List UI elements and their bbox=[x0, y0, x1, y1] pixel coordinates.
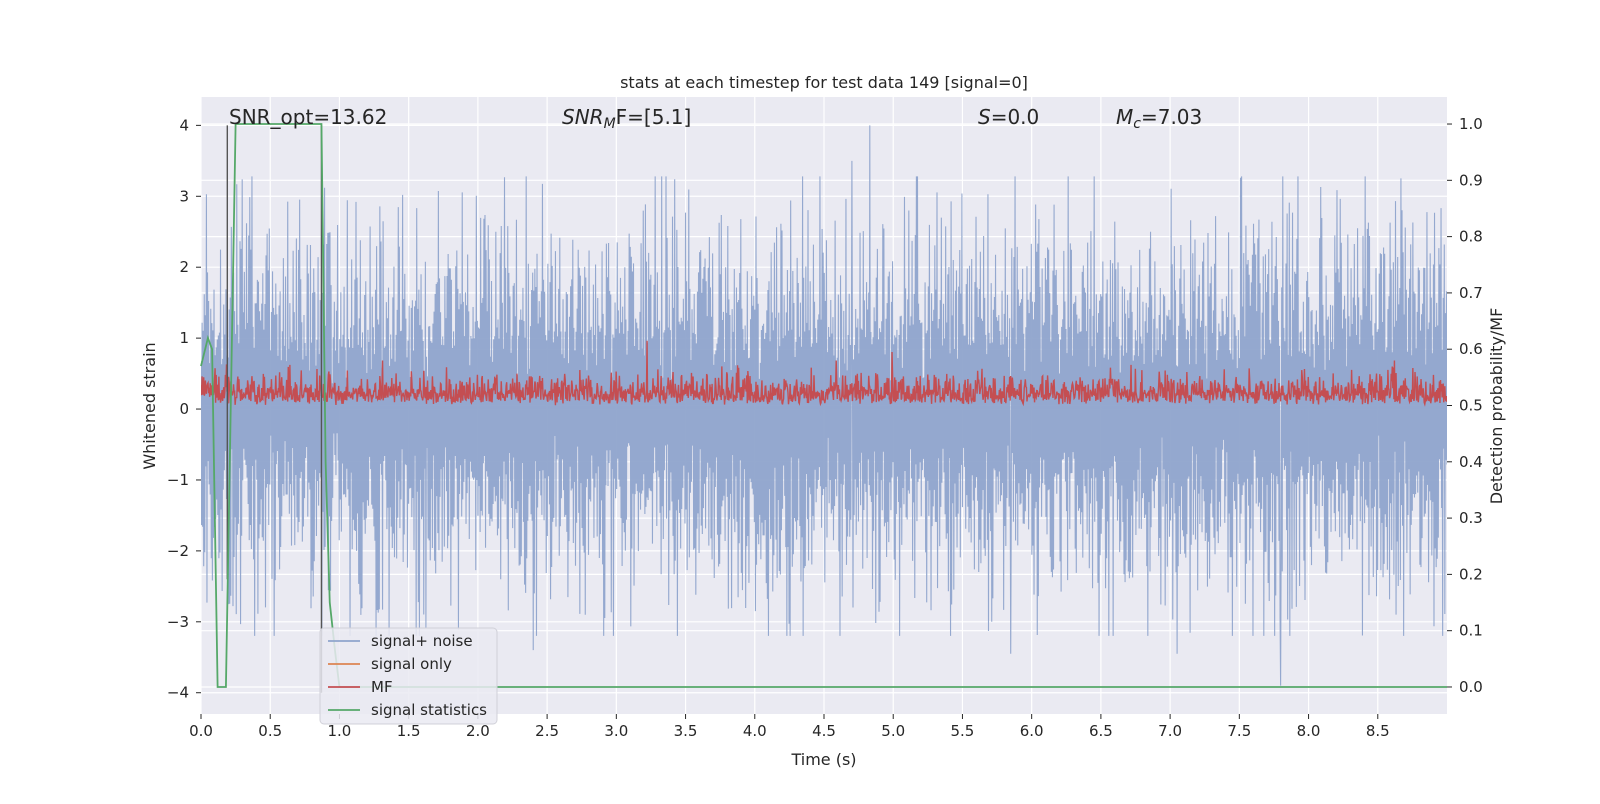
y-right-tick-label-5: 0.5 bbox=[1459, 397, 1483, 415]
x-tick-label-10: 5.0 bbox=[881, 722, 905, 740]
annotation-snr-mf-rest: F=[5.1] bbox=[616, 105, 692, 129]
legend: signal+ noise signal only MF signal statist… bbox=[319, 627, 498, 725]
annotation-snr-mf-sub: M bbox=[604, 116, 616, 132]
legend-label-1: signal only bbox=[371, 655, 452, 673]
x-tick-label-12: 6.0 bbox=[1020, 722, 1044, 740]
y-right-axis-label: Detection probability/MF bbox=[1487, 308, 1506, 505]
y-right-tick-label-2: 0.2 bbox=[1459, 565, 1483, 583]
y-left-axis-label: Whitened strain bbox=[140, 342, 159, 469]
line-mf bbox=[201, 340, 1447, 407]
y-right-tick-label-10: 1.0 bbox=[1459, 115, 1483, 133]
chart-title: stats at each timestep for test data 149… bbox=[620, 73, 1028, 92]
x-tick-label-11: 5.5 bbox=[951, 722, 975, 740]
y-right-tick-label-4: 0.4 bbox=[1459, 453, 1483, 471]
y-right-tick-label-1: 0.1 bbox=[1459, 622, 1483, 640]
annotation-snr-mf-base: SNR bbox=[562, 105, 604, 129]
annotation-snr-mf: SNRMF=[5.1] bbox=[562, 105, 691, 132]
y-left-tick-label-2: −2 bbox=[167, 542, 189, 560]
y-left-tick-label-7: 3 bbox=[179, 187, 189, 205]
series-signal-noise bbox=[201, 125, 1447, 686]
line-signal-noise bbox=[201, 125, 1447, 686]
y-right-tick-label-9: 0.9 bbox=[1459, 171, 1483, 189]
y-left-axis-ticks: −4 −3 −2 −1 0 1 2 3 4 bbox=[167, 116, 201, 702]
x-tick-label-15: 7.5 bbox=[1227, 722, 1251, 740]
y-left-tick-label-1: −3 bbox=[167, 613, 189, 631]
annotation-s: S=0.0 bbox=[978, 105, 1039, 129]
x-tick-label-17: 8.5 bbox=[1366, 722, 1390, 740]
y-left-tick-label-4: 0 bbox=[179, 400, 189, 418]
y-left-tick-label-8: 4 bbox=[179, 116, 189, 134]
legend-label-2: MF bbox=[371, 678, 393, 696]
x-tick-label-1: 0.5 bbox=[258, 722, 282, 740]
x-tick-label-13: 6.5 bbox=[1089, 722, 1113, 740]
x-tick-label-16: 8.0 bbox=[1297, 722, 1321, 740]
x-tick-label-5: 2.5 bbox=[535, 722, 559, 740]
y-left-tick-label-6: 2 bbox=[179, 258, 189, 276]
annotation-snr-opt: SNR_opt=13.62 bbox=[229, 105, 387, 129]
x-tick-label-0: 0.0 bbox=[189, 722, 213, 740]
x-axis-ticks: 0.0 0.5 1.0 1.5 2.0 2.5 3.0 3.5 4.0 4.5 5.0 5.5 6.0 6… bbox=[189, 714, 1390, 740]
x-tick-label-7: 3.5 bbox=[674, 722, 698, 740]
x-tick-label-9: 4.5 bbox=[812, 722, 836, 740]
y-right-tick-label-6: 0.6 bbox=[1459, 340, 1483, 358]
y-right-tick-label-3: 0.3 bbox=[1459, 509, 1483, 527]
y-left-tick-label-3: −1 bbox=[167, 471, 189, 489]
legend-box bbox=[319, 627, 498, 725]
legend-label-3: signal statistics bbox=[371, 701, 487, 719]
x-tick-label-8: 4.0 bbox=[743, 722, 767, 740]
x-tick-label-14: 7.0 bbox=[1158, 722, 1182, 740]
annotation-mc: Mc=7.03 bbox=[1116, 105, 1202, 132]
y-left-tick-label-5: 1 bbox=[179, 329, 189, 347]
y-right-axis-ticks: 0.0 0.1 0.2 0.3 0.4 0.5 0.6 0.7 0.8 0.9 1.0 bbox=[1447, 115, 1483, 696]
y-right-tick-label-7: 0.7 bbox=[1459, 284, 1483, 302]
series-mf bbox=[201, 340, 1447, 407]
x-tick-label-2: 1.0 bbox=[328, 722, 352, 740]
y-right-tick-label-0: 0.0 bbox=[1459, 678, 1483, 696]
annotation-mc-sub: c bbox=[1133, 116, 1141, 132]
annotation-s-rest: =0.0 bbox=[991, 105, 1040, 129]
annotation-mc-rest: =7.03 bbox=[1141, 105, 1202, 129]
y-left-tick-label-0: −4 bbox=[167, 684, 189, 702]
annotation-mc-base: M bbox=[1116, 105, 1133, 129]
x-tick-label-3: 1.5 bbox=[397, 722, 421, 740]
x-tick-label-4: 2.0 bbox=[466, 722, 490, 740]
legend-label-0: signal+ noise bbox=[371, 632, 473, 650]
vertical-markers bbox=[226, 125, 323, 693]
annotation-s-var: S bbox=[978, 105, 991, 129]
x-axis-label: Time (s) bbox=[790, 750, 856, 769]
y-right-tick-label-8: 0.8 bbox=[1459, 228, 1483, 246]
x-tick-label-6: 3.0 bbox=[604, 722, 628, 740]
